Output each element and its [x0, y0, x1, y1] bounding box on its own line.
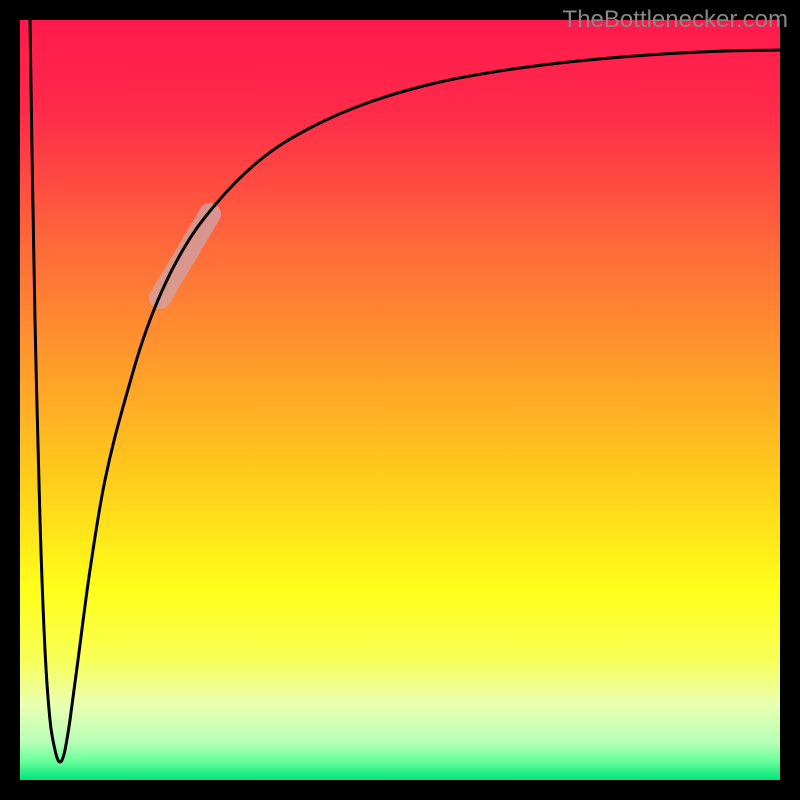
chart-svg	[0, 0, 800, 800]
chart-background-gradient	[20, 20, 780, 780]
bottleneck-chart: TheBottlenecker.com	[0, 0, 800, 800]
